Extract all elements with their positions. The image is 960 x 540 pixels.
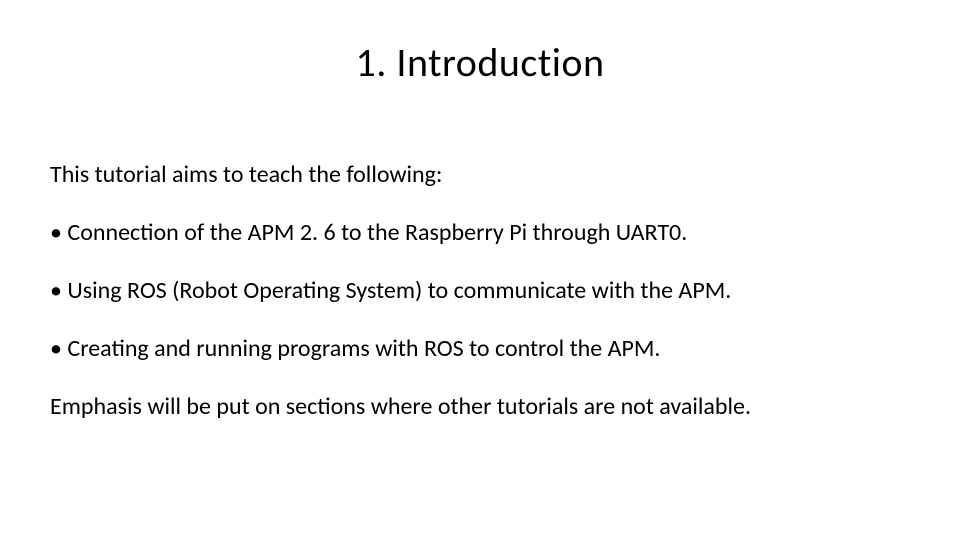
bullet-item: Creating and running programs with ROS t… xyxy=(50,334,910,364)
slide-body: This tutorial aims to teach the followin… xyxy=(50,160,910,422)
closing-text: Emphasis will be put on sections where o… xyxy=(50,392,910,422)
bullet-item: Connection of the APM 2. 6 to the Raspbe… xyxy=(50,218,910,248)
bullet-item: Using ROS (Robot Operating System) to co… xyxy=(50,276,910,306)
slide: 1. Introduction This tutorial aims to te… xyxy=(0,0,960,540)
intro-text: This tutorial aims to teach the followin… xyxy=(50,160,910,190)
slide-title: 1. Introduction xyxy=(0,38,960,87)
